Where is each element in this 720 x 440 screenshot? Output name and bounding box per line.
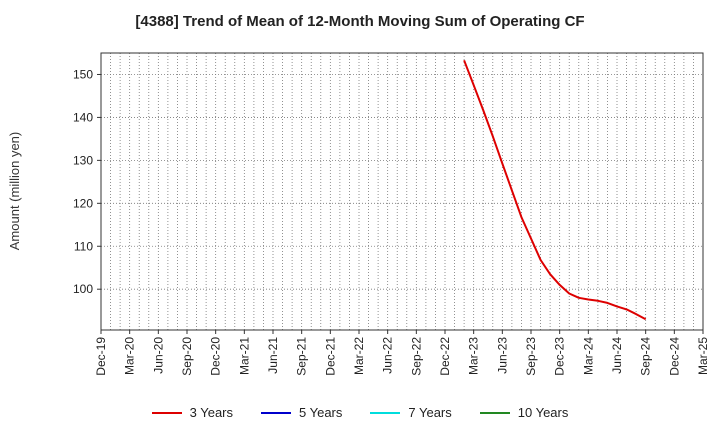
y-axis-ticks: 100 110 120 130 140 150 [73, 67, 101, 296]
y-tick-label: 120 [73, 196, 93, 210]
x-tick-label: Mar-25 [696, 337, 710, 375]
series-line-3-years [463, 59, 647, 321]
x-tick-label: Sep-24 [639, 337, 653, 376]
y-tick-label: 110 [74, 239, 93, 253]
y-tick-label: 150 [73, 67, 93, 81]
plot-area [100, 52, 704, 331]
x-tick-label: Dec-24 [667, 337, 681, 376]
x-tick-label: Mar-24 [581, 337, 595, 375]
legend: 3 Years 5 Years 7 Years 10 Years [0, 405, 720, 420]
legend-label: 7 Years [408, 405, 452, 420]
x-tick-label: Dec-23 [553, 337, 567, 376]
legend-swatch [151, 411, 182, 414]
chart-title: [4388] Trend of Mean of 12-Month Moving … [135, 13, 585, 30]
series-layer [463, 59, 647, 321]
x-tick-label: Jun-24 [610, 337, 624, 374]
legend-swatch [370, 411, 401, 414]
y-tick-label: 130 [73, 153, 93, 167]
x-tick-label: Sep-22 [409, 337, 423, 376]
x-tick-label: Mar-23 [467, 337, 481, 375]
legend-item-5-years: 5 Years [261, 405, 342, 420]
x-tick-label: Dec-19 [94, 337, 108, 376]
legend-label: 10 Years [517, 405, 569, 420]
legend-item-7-years: 7 Years [370, 405, 452, 420]
legend-item-10-years: 10 Years [479, 405, 569, 420]
x-tick-label: Jun-23 [495, 337, 509, 374]
x-tick-label: Mar-21 [237, 337, 251, 375]
grid [101, 53, 703, 330]
legend-label: 3 Years [189, 405, 233, 420]
x-tick-label: Jun-21 [266, 337, 280, 374]
x-tick-label: Dec-20 [209, 337, 223, 376]
x-tick-label: Sep-20 [180, 337, 194, 376]
x-tick-label: Mar-20 [123, 337, 137, 375]
legend-label: 5 Years [299, 405, 343, 420]
x-tick-label: Sep-23 [524, 337, 538, 376]
x-tick-label: Dec-22 [438, 337, 452, 376]
legend-item-3-years: 3 Years [151, 405, 233, 420]
x-tick-label: Dec-21 [323, 337, 337, 376]
x-axis-ticks: Dec-19 Mar-20 Jun-20 Sep-20 Dec-20 Mar-21 Jun-… [94, 330, 710, 376]
legend-swatch [479, 411, 510, 414]
x-tick-label: Jun-20 [151, 337, 165, 374]
legend-swatch [261, 411, 291, 414]
y-tick-label: 140 [73, 110, 93, 124]
y-tick-label: 100 [73, 282, 93, 296]
x-tick-label: Sep-21 [295, 337, 309, 376]
x-tick-label: Mar-22 [352, 337, 366, 375]
y-axis-title: Amount (million yen) [7, 132, 22, 251]
x-tick-label: Jun-22 [381, 337, 395, 374]
